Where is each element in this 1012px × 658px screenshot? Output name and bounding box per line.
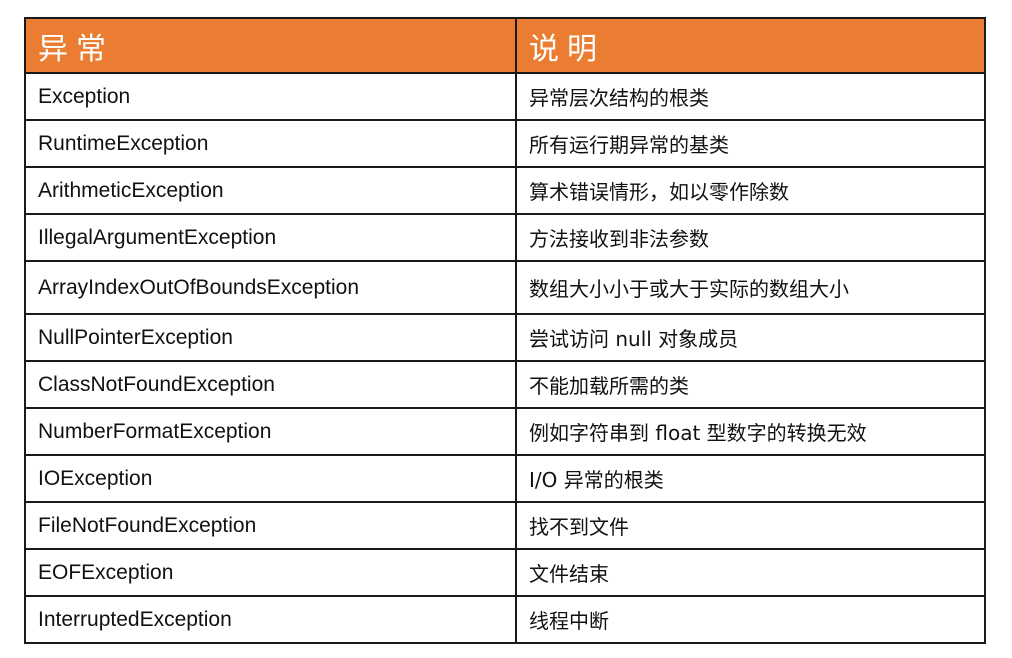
exception-name-cell: Exception: [24, 72, 517, 121]
description-cell: 尝试访问 null 对象成员: [515, 313, 986, 362]
exception-name-cell: IOException: [24, 454, 517, 503]
table-header-row: 异常 说明: [24, 17, 986, 74]
description-cell: 方法接收到非法参数: [515, 213, 986, 262]
table-row: IOException I/O 异常的根类: [24, 454, 986, 503]
header-description: 说明: [515, 17, 986, 74]
table-row: NullPointerException 尝试访问 null 对象成员: [24, 313, 986, 362]
description-cell: 不能加载所需的类: [515, 360, 986, 409]
description-cell: 算术错误情形，如以零作除数: [515, 166, 986, 215]
description-cell: I/O 异常的根类: [515, 454, 986, 503]
table-row: FileNotFoundException 找不到文件: [24, 501, 986, 550]
exception-name-cell: ArithmeticException: [24, 166, 517, 215]
description-cell: 找不到文件: [515, 501, 986, 550]
exception-name-cell: InterruptedException: [24, 595, 517, 644]
table-row: InterruptedException 线程中断: [24, 595, 986, 644]
exception-name-cell: ArrayIndexOutOfBoundsException: [24, 260, 517, 315]
exception-name-cell: NumberFormatException: [24, 407, 517, 456]
description-cell: 线程中断: [515, 595, 986, 644]
table-row: EOFException 文件结束: [24, 548, 986, 597]
exception-name-cell: RuntimeException: [24, 119, 517, 168]
table-row: Exception 异常层次结构的根类: [24, 72, 986, 121]
description-cell: 例如字符串到 float 型数字的转换无效: [515, 407, 986, 456]
table-row: ClassNotFoundException 不能加载所需的类: [24, 360, 986, 409]
exception-name-cell: EOFException: [24, 548, 517, 597]
table-row: RuntimeException 所有运行期异常的基类: [24, 119, 986, 168]
table-row: ArithmeticException 算术错误情形，如以零作除数: [24, 166, 986, 215]
exception-name-cell: FileNotFoundException: [24, 501, 517, 550]
header-exception: 异常: [24, 17, 517, 74]
description-cell: 数组大小小于或大于实际的数组大小: [515, 260, 986, 315]
description-cell: 所有运行期异常的基类: [515, 119, 986, 168]
exception-table: 异常 说明 Exception 异常层次结构的根类 RuntimeException…: [24, 17, 986, 644]
table-row: IllegalArgumentException 方法接收到非法参数: [24, 213, 986, 262]
table-row: ArrayIndexOutOfBoundsException 数组大小小于或大于实…: [24, 260, 986, 315]
exception-name-cell: ClassNotFoundException: [24, 360, 517, 409]
description-cell: 文件结束: [515, 548, 986, 597]
table-row: NumberFormatException 例如字符串到 float 型数字的转换…: [24, 407, 986, 456]
exception-name-cell: NullPointerException: [24, 313, 517, 362]
exception-name-cell: IllegalArgumentException: [24, 213, 517, 262]
description-cell: 异常层次结构的根类: [515, 72, 986, 121]
